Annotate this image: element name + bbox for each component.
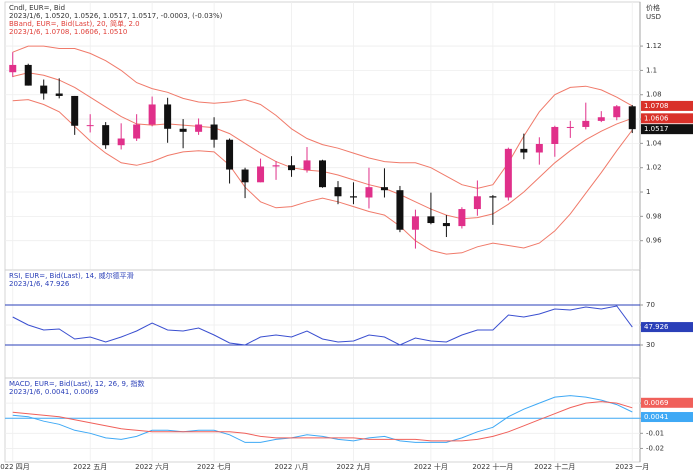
band-line <box>12 45 633 189</box>
candle-body <box>71 95 79 126</box>
candle-body <box>504 148 512 198</box>
candle-body <box>334 187 342 197</box>
y-tick-label: -0.01 <box>646 429 664 437</box>
y-tick-label: 1.12 <box>646 42 662 50</box>
candle-body <box>411 216 419 230</box>
indicator-line <box>12 395 633 443</box>
candle-body <box>148 104 156 125</box>
panel-subtitle: 2023/1/6, 47.926 <box>9 280 70 288</box>
panel-subtitle: 2023/1/6, 0.0041, 0.0069 <box>9 388 98 396</box>
band-subtitle: 2023/1/6, 1.0708, 1.0606, 1.0510 <box>9 28 127 36</box>
indicator-line <box>12 401 633 442</box>
panel-title: MACD, EUR=, Bid(Last), 12, 26, 9, 指数 <box>9 379 144 388</box>
band-middle-value-text: 1.0606 <box>644 114 669 122</box>
candle-body <box>520 148 528 153</box>
candle-body <box>9 64 17 73</box>
candle-body <box>380 187 388 191</box>
band-line <box>12 99 633 255</box>
x-tick-label: 2022 九月 <box>336 462 370 471</box>
candle-body <box>86 125 94 127</box>
candle-body <box>102 125 110 146</box>
candle-body <box>349 196 357 198</box>
candle-body <box>164 104 172 129</box>
x-tick-label: 2022 四月 <box>0 463 30 471</box>
candle-body <box>365 187 373 198</box>
band-middle-value-box <box>641 113 693 124</box>
y-tick-label: 70 <box>646 301 655 309</box>
candle-body <box>489 196 497 198</box>
candle-body <box>288 165 296 171</box>
y-tick-label: -0.02 <box>646 444 664 452</box>
candle-body <box>396 190 404 230</box>
candle-body <box>179 128 187 132</box>
axis-label: 价格 <box>646 3 660 12</box>
y-tick-label: 0.98 <box>646 212 662 220</box>
last-value-text: 0.0041 <box>644 413 669 421</box>
last-value-text: 0.0069 <box>644 399 669 407</box>
candle-body <box>458 209 466 227</box>
candle-body <box>117 138 125 146</box>
indicator-line <box>12 305 633 346</box>
y-tick-label: 1.02 <box>646 164 662 172</box>
candle-body <box>473 196 481 210</box>
candle-body <box>241 169 249 183</box>
last-value-box <box>641 322 693 333</box>
x-tick-label: 2022 十一月 <box>472 462 513 471</box>
y-tick-label: 0.96 <box>646 237 662 245</box>
candle-body <box>566 126 574 128</box>
candle-body <box>133 124 141 139</box>
y-tick-label: 30 <box>646 341 655 349</box>
panel-subtitle: 2023/1/6, 1.0520, 1.0526, 1.0517, 1.0517… <box>9 12 223 20</box>
y-tick-label: 1.1 <box>646 66 657 74</box>
candle-body <box>427 216 435 224</box>
candle-body <box>257 166 265 183</box>
last-value-box <box>641 397 693 408</box>
candle-body <box>210 124 218 140</box>
x-tick-label: 2022 八月 <box>275 463 309 471</box>
panel-title: RSI, EUR=, Bid(Last), 14, 威尔德平滑 <box>9 271 134 280</box>
candle-body <box>597 117 605 121</box>
candle-body <box>551 126 559 144</box>
last-price-box <box>641 124 693 135</box>
candle-body <box>24 64 32 86</box>
last-value-box <box>641 412 693 423</box>
candle-body <box>613 106 621 118</box>
band-title: BBand, EUR=, Bid(Last), 20, 简单, 2.0 <box>9 19 140 28</box>
band-upper-value-box <box>641 100 693 111</box>
candle-body <box>319 160 326 188</box>
candle-body <box>272 165 280 167</box>
x-tick-label: 2022 六月 <box>135 462 169 471</box>
candle-body <box>55 93 63 96</box>
candle-body <box>226 139 234 170</box>
x-tick-label: 2022 十月 <box>414 462 448 471</box>
candle-body <box>40 85 48 94</box>
candle-body <box>628 106 636 130</box>
candle-body <box>442 223 450 227</box>
candle-body <box>195 124 203 132</box>
x-tick-label: 2022 七月 <box>197 462 231 471</box>
candle-body <box>535 143 543 153</box>
x-tick-label: 2022 五月 <box>73 463 107 471</box>
y-tick-label: 1.08 <box>646 91 662 99</box>
last-value-text: 47.926 <box>644 323 669 331</box>
unit-label: USD <box>646 13 661 21</box>
x-tick-label: 2022 十二月 <box>534 462 575 471</box>
x-tick-label: 2023 一月 <box>615 463 649 471</box>
y-tick-label: 1.04 <box>646 139 662 147</box>
y-tick-label: 1 <box>646 188 650 196</box>
candle-body <box>582 120 590 127</box>
candle-body <box>303 160 311 171</box>
panel-title: Cndl, EUR=, Bid <box>9 4 65 12</box>
last-price-text: 1.0517 <box>644 125 669 133</box>
band-upper-value-text: 1.0708 <box>644 102 669 110</box>
